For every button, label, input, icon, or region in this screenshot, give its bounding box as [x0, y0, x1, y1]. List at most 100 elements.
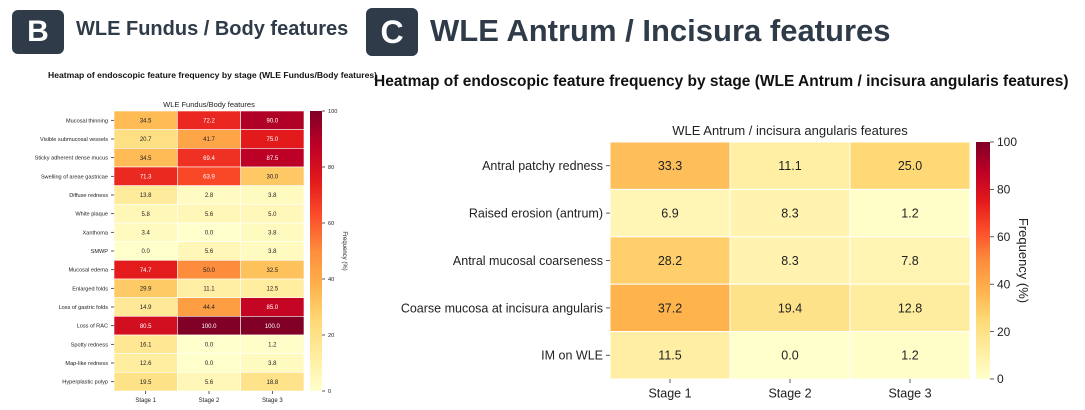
cell-value-label: 85.0: [266, 305, 278, 311]
cell-value-label: 14.9: [140, 305, 152, 311]
cell-value-label: 29.9: [140, 286, 152, 292]
colorbar-tick-label: 0: [328, 389, 331, 395]
cell-value-label: 5.8: [141, 212, 150, 218]
row-label: Sticky adherent dense mucus: [35, 156, 109, 162]
cell-value-label: 63.9: [203, 174, 215, 180]
row-label: Visible submucosal vessels: [40, 137, 108, 143]
cell-value-label: 19.4: [778, 301, 802, 315]
cell-value-label: 3.8: [268, 193, 277, 199]
colorbar: [310, 111, 322, 391]
cell-value-label: 100.0: [201, 324, 217, 330]
column-label: Stage 2: [199, 398, 220, 404]
heatmap-cell: [729, 141, 851, 190]
row-label: Enlarged folds: [72, 286, 108, 292]
cell-value-label: 18.8: [266, 380, 278, 386]
cell-value-label: 3.8: [268, 249, 277, 255]
row-label: Antral mucosal coarseness: [453, 254, 603, 268]
cell-value-label: 33.3: [658, 159, 682, 173]
cell-value-label: 50.0: [203, 268, 215, 274]
heatmap-cell: [609, 331, 731, 380]
colorbar-tick-label: 0: [997, 372, 1004, 386]
cell-value-label: 11.1: [203, 286, 215, 292]
row-label: Antral patchy redness: [482, 159, 603, 173]
column-label: Stage 3: [888, 387, 931, 401]
panel-b-badge: B: [12, 10, 64, 54]
heatmap-title: WLE Fundus/Body features: [163, 100, 255, 109]
cell-value-label: 8.3: [781, 254, 798, 268]
heatmap-cell: [849, 236, 971, 285]
panel-c-title: WLE Antrum / Incisura features: [430, 13, 891, 48]
row-label: Xanthoma: [83, 230, 109, 236]
colorbar-tick-label: 20: [328, 333, 334, 339]
heatmap-cell: [849, 188, 971, 238]
colorbar-tick-label: 100: [997, 135, 1017, 149]
cell-value-label: 12.5: [266, 286, 278, 292]
cell-value-label: 25.0: [898, 159, 922, 173]
cell-value-label: 87.5: [266, 156, 278, 162]
cell-value-label: 74.7: [140, 268, 152, 274]
heatmap-title: WLE Antrum / incisura angularis features: [672, 123, 908, 138]
cell-value-label: 1.2: [268, 342, 277, 348]
cell-value-label: 5.6: [205, 212, 214, 218]
panel-c-heading: Heatmap of endoscopic feature frequency …: [374, 73, 1069, 90]
cell-value-label: 12.6: [140, 361, 152, 367]
panel-b-title: WLE Fundus / Body features: [76, 18, 349, 40]
row-label: Loss of RAC: [77, 324, 108, 330]
cell-value-label: 5.6: [205, 380, 214, 386]
row-label: Diffuse redness: [69, 193, 108, 199]
colorbar-tick-label: 60: [328, 221, 334, 227]
column-label: Stage 2: [768, 387, 811, 401]
cell-value-label: 28.2: [658, 254, 682, 268]
heatmap-cell: [849, 283, 971, 333]
cell-value-label: 12.8: [898, 301, 922, 315]
cell-value-label: 37.2: [658, 301, 682, 315]
colorbar-tick-label: 40: [997, 277, 1011, 291]
cell-value-label: 80.5: [140, 324, 152, 330]
cell-value-label: 3.8: [268, 361, 277, 367]
heatmap-cell: [729, 188, 851, 238]
heatmap-cell: [609, 236, 731, 285]
panel-b-heading: Heatmap of endoscopic feature frequency …: [48, 70, 378, 80]
row-label: White plaque: [75, 212, 108, 218]
row-label: Raised erosion (antrum): [469, 206, 603, 220]
cell-value-label: 44.4: [203, 305, 215, 311]
row-label: Mucosal thinning: [66, 118, 108, 124]
cell-value-label: 41.7: [203, 137, 215, 143]
panel-b-letter: B: [27, 15, 49, 48]
row-label: Spotty redness: [71, 342, 109, 348]
cell-value-label: 69.4: [203, 156, 215, 162]
cell-value-label: 11.5: [658, 349, 681, 363]
cell-value-label: 7.8: [901, 254, 918, 268]
column-label: Stage 1: [135, 398, 156, 404]
cell-value-label: 0.0: [205, 342, 214, 348]
cell-value-label: 11.1: [778, 159, 801, 173]
panel-c-letter: C: [380, 13, 404, 50]
cell-value-label: 0.0: [781, 349, 798, 363]
column-label: Stage 3: [262, 398, 283, 404]
row-label: SMWP: [91, 249, 109, 255]
cell-value-label: 0.0: [141, 249, 150, 255]
cell-value-label: 19.5: [140, 380, 152, 386]
heatmap-cell: [729, 331, 851, 380]
row-label: Mucosal edema: [69, 268, 109, 274]
row-label: Loss of gastric folds: [59, 305, 109, 311]
cell-value-label: 2.8: [205, 193, 214, 199]
cell-value-label: 20.7: [140, 137, 152, 143]
row-label: Coarse mucosa at incisura angularis: [401, 301, 603, 315]
cell-value-label: 34.5: [140, 156, 152, 162]
cell-value-label: 75.0: [266, 137, 278, 143]
cell-value-label: 90.0: [266, 118, 278, 124]
cell-value-label: 100.0: [265, 324, 281, 330]
colorbar-label: Frequency (%): [1016, 218, 1031, 303]
cell-value-label: 0.0: [205, 230, 214, 236]
cell-value-label: 30.0: [266, 174, 278, 180]
cell-value-label: 71.3: [140, 174, 152, 180]
cell-value-label: 6.9: [661, 206, 678, 220]
colorbar-tick-label: 80: [997, 183, 1011, 197]
cell-value-label: 72.2: [203, 118, 215, 124]
colorbar-label: Frequency (%): [341, 231, 347, 270]
colorbar-tick-label: 20: [997, 325, 1011, 339]
cell-value-label: 13.8: [140, 193, 152, 199]
cell-value-label: 3.8: [268, 230, 277, 236]
colorbar-tick-label: 40: [328, 277, 334, 283]
